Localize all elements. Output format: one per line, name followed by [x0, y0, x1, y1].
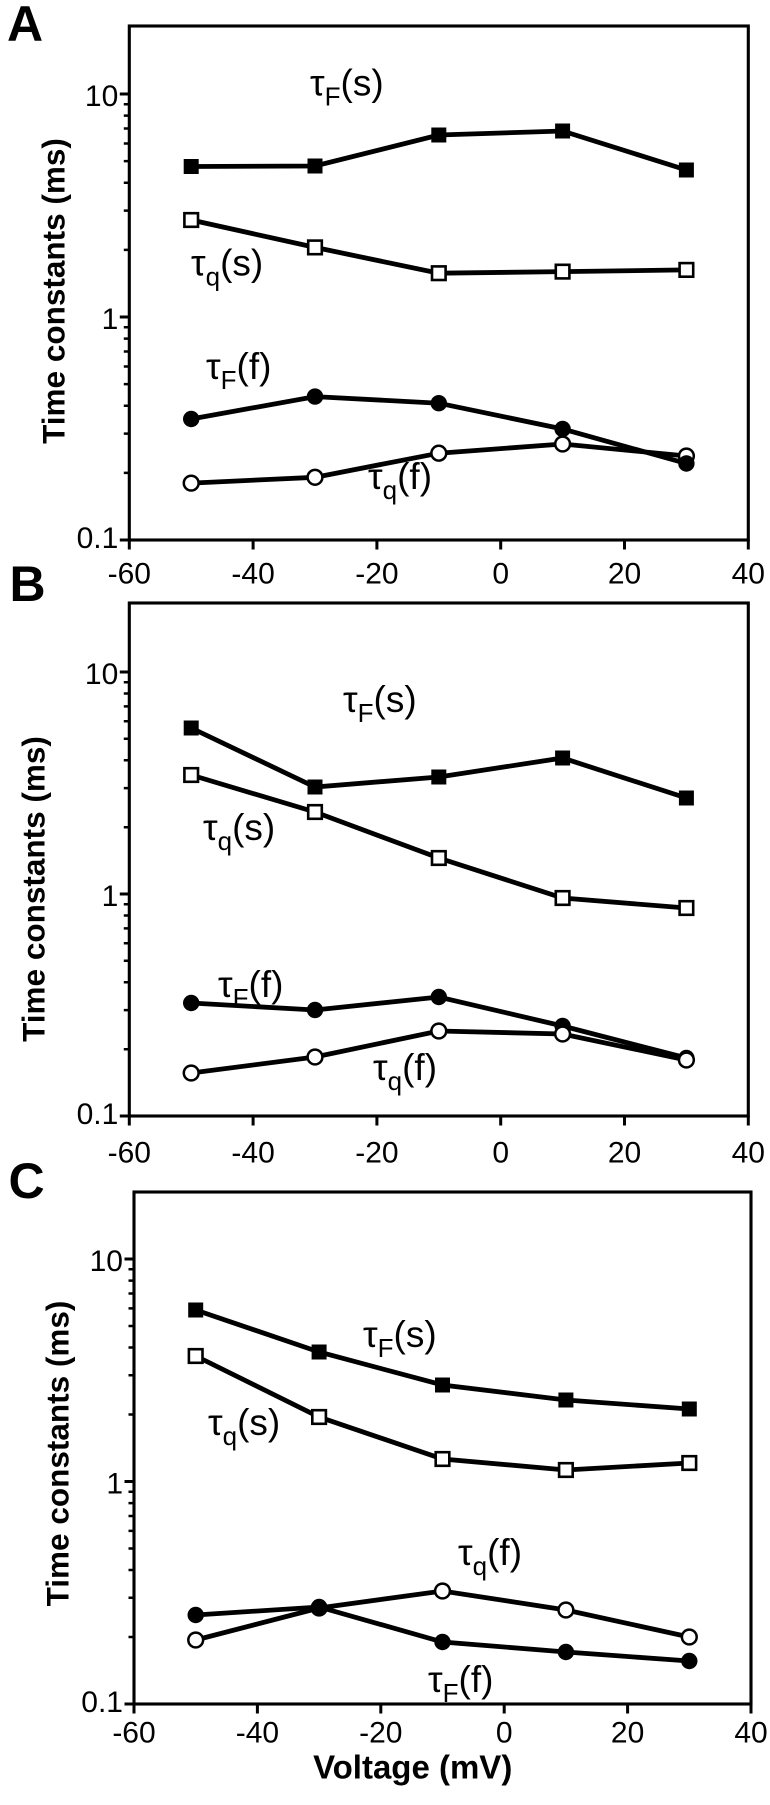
svg-text:τq(s): τq(s)	[191, 243, 263, 292]
svg-text:20: 20	[608, 558, 641, 591]
svg-text:-60: -60	[108, 1137, 151, 1170]
svg-text:0: 0	[492, 558, 509, 591]
svg-text:τF(f): τF(f)	[206, 346, 271, 395]
svg-text:-40: -40	[231, 1137, 274, 1170]
svg-text:-20: -20	[355, 1137, 398, 1170]
svg-text:-40: -40	[236, 1717, 279, 1750]
svg-text:-20: -20	[359, 1717, 402, 1750]
svg-text:τF(s): τF(s)	[363, 1314, 437, 1363]
svg-text:τF(f): τF(f)	[218, 964, 283, 1013]
svg-text:0: 0	[496, 1717, 513, 1750]
svg-text:1: 1	[102, 303, 119, 336]
svg-text:20: 20	[611, 1717, 644, 1750]
svg-text:τF(s): τF(s)	[343, 679, 417, 728]
svg-text:C: C	[9, 1153, 45, 1209]
svg-text:40: 40	[734, 1717, 767, 1750]
svg-text:τq(f): τq(f)	[373, 1047, 437, 1096]
svg-text:Time constants (ms): Time constants (ms)	[36, 138, 72, 444]
svg-text:20: 20	[608, 1137, 641, 1170]
svg-text:40: 40	[732, 1137, 765, 1170]
svg-text:0.1: 0.1	[77, 522, 119, 555]
svg-text:τq(f): τq(f)	[368, 456, 432, 505]
svg-text:-40: -40	[231, 558, 274, 591]
svg-text:0.1: 0.1	[77, 1098, 119, 1131]
svg-text:τq(f): τq(f)	[458, 1532, 522, 1581]
svg-text:1: 1	[106, 1468, 123, 1501]
svg-text:10: 10	[85, 658, 118, 691]
svg-text:Time constants (ms): Time constants (ms)	[40, 1301, 76, 1607]
svg-text:1: 1	[102, 880, 119, 913]
svg-text:10: 10	[85, 80, 118, 113]
svg-text:Time constants (ms): Time constants (ms)	[16, 736, 52, 1042]
svg-text:-20: -20	[355, 558, 398, 591]
svg-text:B: B	[10, 556, 46, 612]
svg-text:10: 10	[90, 1245, 123, 1278]
svg-text:-60: -60	[108, 558, 151, 591]
svg-text:0.1: 0.1	[81, 1686, 123, 1719]
svg-text:τF(s): τF(s)	[310, 63, 384, 112]
svg-text:0: 0	[492, 1137, 509, 1170]
svg-text:-60: -60	[112, 1717, 155, 1750]
svg-text:Voltage (mV): Voltage (mV)	[313, 1749, 512, 1786]
svg-text:τF(f): τF(f)	[428, 1659, 493, 1708]
svg-text:τq(s): τq(s)	[203, 807, 275, 856]
svg-text:40: 40	[732, 558, 765, 591]
svg-text:τq(s): τq(s)	[208, 1402, 280, 1451]
svg-text:A: A	[7, 0, 43, 52]
